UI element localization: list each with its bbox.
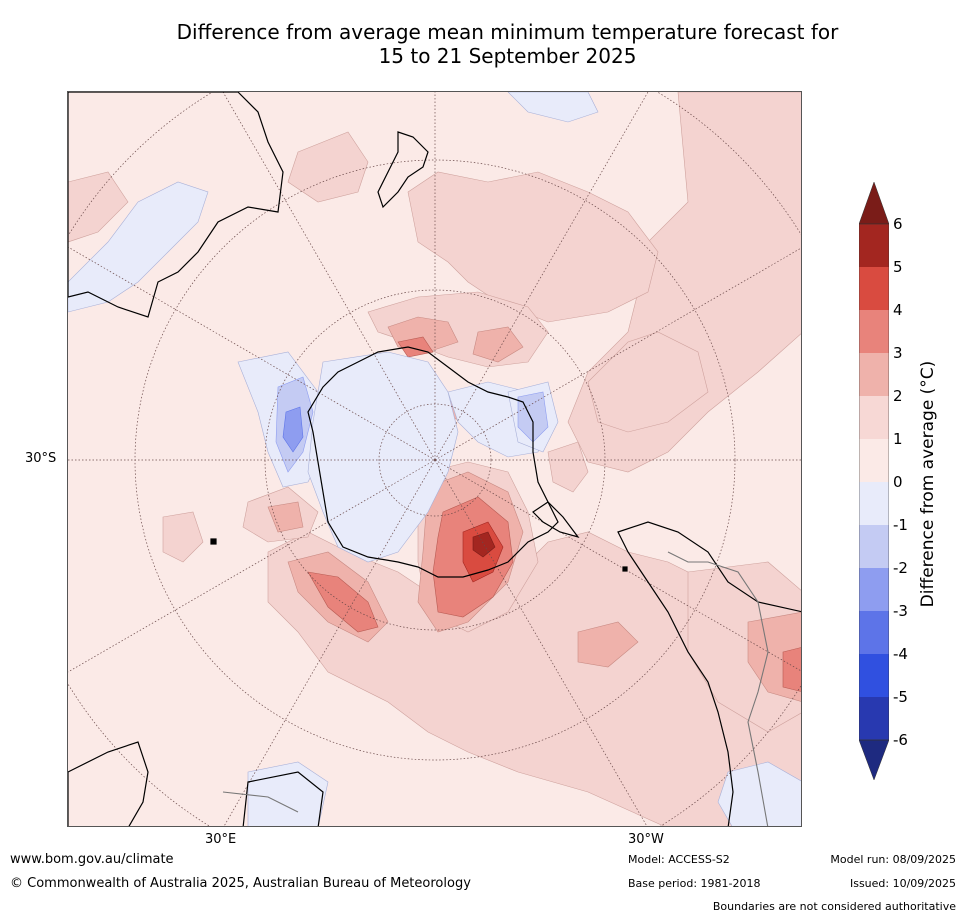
colorbar-tick: -5 bbox=[893, 688, 908, 706]
colorbar-tick: -2 bbox=[893, 559, 908, 577]
anomaly-plus5-regions bbox=[472, 531, 496, 558]
anomaly-minus3-regions bbox=[282, 406, 304, 453]
map-svg bbox=[68, 92, 801, 826]
colorbar-tick: 1 bbox=[893, 430, 903, 448]
footer-issued: Issued: 10/09/2025 bbox=[849, 877, 956, 890]
colorbar-band bbox=[859, 568, 889, 611]
colorbar-band bbox=[859, 654, 889, 697]
colorbar-tick: 2 bbox=[893, 387, 903, 405]
madagascar-coast bbox=[242, 771, 324, 826]
colorbar-tick: 5 bbox=[893, 258, 903, 276]
footer-url[interactable]: www.bom.gov.au/climate bbox=[10, 852, 174, 867]
africa-coast bbox=[68, 741, 149, 826]
colorbar-tick: 6 bbox=[893, 215, 903, 233]
colorbar-band bbox=[859, 396, 889, 439]
colorbar-band bbox=[859, 439, 889, 482]
lon-label-30e: 30°E bbox=[205, 832, 237, 847]
antarctic-peninsula-coast bbox=[532, 501, 580, 539]
colorbar-tick: -3 bbox=[893, 602, 908, 620]
colorbar-top-arrow bbox=[859, 182, 889, 225]
colorbar-band bbox=[859, 310, 889, 353]
south-america-coast bbox=[617, 521, 801, 826]
footer-disclaimer: Boundaries are not considered authoritat… bbox=[712, 900, 956, 913]
footer-base-period: Base period: 1981-2018 bbox=[628, 877, 761, 890]
colorbar-band bbox=[859, 697, 889, 740]
colorbar-outline bbox=[859, 223, 889, 741]
colorbar bbox=[859, 182, 889, 781]
anomaly-plus1-regions bbox=[68, 92, 801, 826]
colorbar-tick: 3 bbox=[893, 344, 903, 362]
colorbar-tick: -1 bbox=[893, 516, 908, 534]
colorbar-title: Difference from average (°C) bbox=[918, 360, 938, 608]
island-marker bbox=[210, 538, 217, 545]
lon-label-30w: 30°W bbox=[628, 832, 664, 847]
graticule bbox=[68, 92, 801, 826]
title-line-1: Difference from average mean minimum tem… bbox=[176, 20, 839, 44]
map-title: Difference from average mean minimum tem… bbox=[0, 20, 965, 68]
new-zealand-coast bbox=[377, 131, 429, 209]
country-borders bbox=[222, 551, 769, 826]
colorbar-band bbox=[859, 482, 889, 525]
coastlines bbox=[68, 92, 801, 826]
colorbar-band bbox=[859, 224, 889, 267]
colorbar-band bbox=[859, 353, 889, 396]
colorbar-tick: -6 bbox=[893, 731, 908, 749]
australia-coast bbox=[68, 92, 284, 318]
colorbar-bottom-arrow bbox=[859, 739, 889, 781]
title-line-2: 15 to 21 September 2025 bbox=[378, 44, 637, 68]
antarctica-coast bbox=[307, 346, 559, 578]
colorbar-band bbox=[859, 525, 889, 568]
footer-model: Model: ACCESS-S2 bbox=[628, 853, 730, 866]
colorbar-tick: -4 bbox=[893, 645, 908, 663]
colorbar-tick: 0 bbox=[893, 473, 903, 491]
colorbar-tick: 4 bbox=[893, 301, 903, 319]
lat-label-30s: 30°S bbox=[25, 451, 57, 466]
footer-copyright: © Commonwealth of Australia 2025, Austra… bbox=[10, 876, 471, 891]
island-marker bbox=[622, 566, 628, 572]
map-panel[interactable] bbox=[67, 91, 802, 827]
colorbar-band bbox=[859, 267, 889, 310]
footer-model-run: Model run: 08/09/2025 bbox=[830, 853, 956, 866]
colorbar-band bbox=[859, 611, 889, 654]
